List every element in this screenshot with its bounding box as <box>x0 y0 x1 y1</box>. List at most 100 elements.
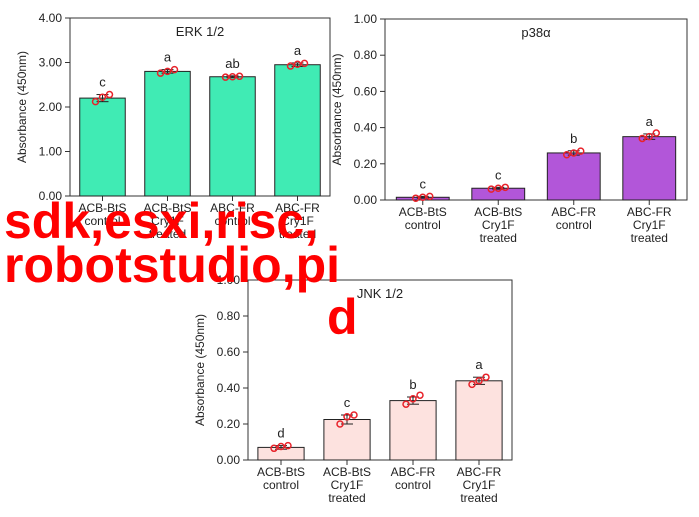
significance-label: a <box>646 114 654 129</box>
data-point <box>98 93 107 101</box>
data-point <box>638 134 646 143</box>
data-point <box>228 72 237 81</box>
x-tick-label: ABC-FR Cry1F treated <box>275 201 320 241</box>
bar <box>622 136 677 201</box>
significance-label: b <box>409 377 416 392</box>
y-tick-label: 0.00 <box>354 193 378 207</box>
significance-label: a <box>294 43 302 58</box>
significance-label: d <box>277 426 284 441</box>
data-point <box>163 67 172 76</box>
bar <box>323 419 371 461</box>
y-tick-label: 0.80 <box>217 309 241 323</box>
y-tick-label: 0.60 <box>354 84 378 98</box>
y-tick-label: 4.00 <box>39 11 63 25</box>
data-point <box>487 185 495 193</box>
x-tick-label: ABC-FR control <box>391 465 436 492</box>
data-point <box>336 420 344 428</box>
y-tick-label: 0.00 <box>39 189 63 203</box>
y-axis-label: Absorbance (450nm) <box>15 51 29 163</box>
x-tick-label: ACB-BtS Cry1F treated <box>323 465 371 505</box>
data-point <box>577 147 585 155</box>
data-point <box>563 151 571 159</box>
x-tick-label: ACB-BtS control <box>399 205 447 232</box>
bar <box>389 400 437 461</box>
data-point <box>645 132 653 141</box>
x-tick-label: ACB-BtS control <box>78 201 126 228</box>
data-point <box>402 400 410 408</box>
data-point <box>468 380 476 389</box>
bar <box>546 152 601 201</box>
bar <box>471 187 526 201</box>
y-tick-label: 0.40 <box>217 381 241 395</box>
data-point <box>286 62 295 70</box>
data-point <box>270 444 278 453</box>
significance-label: ab <box>225 56 239 71</box>
data-point <box>501 183 509 192</box>
x-tick-label: ACB-BtS Cry1F treated <box>143 201 191 241</box>
y-tick-label: 3.00 <box>39 56 63 70</box>
data-point <box>284 441 292 450</box>
data-point <box>105 90 114 99</box>
chart-title: p38α <box>521 25 551 40</box>
bar <box>209 76 256 197</box>
y-tick-label: 0.00 <box>217 453 241 467</box>
x-tick-label: ABC-FR control <box>551 205 596 232</box>
x-tick-label: ABC-FR control <box>210 201 255 228</box>
significance-label: c <box>420 176 427 191</box>
data-point <box>482 373 490 381</box>
y-tick-label: 1.00 <box>354 12 378 26</box>
y-tick-label: 0.20 <box>217 417 241 431</box>
data-point <box>300 59 309 68</box>
data-point <box>652 129 660 137</box>
significance-label: a <box>164 50 172 65</box>
overlay-text: robotstudio,pi <box>4 237 341 293</box>
x-tick-label: ACB-BtS Cry1F treated <box>474 205 522 245</box>
y-tick-label: 0.40 <box>354 121 378 135</box>
significance-label: b <box>570 131 577 146</box>
data-point <box>412 194 420 202</box>
x-tick-label: ABC-FR Cry1F treated <box>457 465 502 505</box>
significance-label: c <box>344 395 351 410</box>
data-point <box>409 395 417 403</box>
y-axis-label: Absorbance (450nm) <box>330 53 344 165</box>
data-point <box>419 193 427 202</box>
significance-label: a <box>475 357 483 372</box>
data-point <box>91 97 100 106</box>
overlay-text: sdk,esxi,risc, <box>4 193 319 249</box>
y-tick-label: 0.20 <box>354 157 378 171</box>
data-point <box>277 442 285 451</box>
bar <box>274 64 321 197</box>
y-tick-label: 0.80 <box>354 48 378 62</box>
data-point <box>350 411 358 419</box>
data-point <box>570 149 578 157</box>
data-point <box>156 69 165 77</box>
data-point <box>475 377 483 385</box>
x-tick-label: ABC-FR Cry1F treated <box>627 205 672 245</box>
data-point <box>426 192 434 201</box>
data-point <box>293 60 302 69</box>
x-tick-label: ACB-BtS control <box>257 465 305 492</box>
plot-frame <box>384 18 688 201</box>
significance-label: c <box>495 167 502 182</box>
significance-label: c <box>99 75 106 90</box>
chart-title: ERK 1/2 <box>176 24 224 39</box>
data-point <box>221 73 230 81</box>
chart-title: JNK 1/2 <box>357 286 403 301</box>
data-point <box>170 65 179 74</box>
y-axis-label: Absorbance (450nm) <box>193 314 207 426</box>
bar <box>455 380 503 461</box>
overlay-text: d <box>327 289 358 345</box>
y-tick-label: 1.00 <box>217 273 241 287</box>
data-point <box>494 184 502 192</box>
y-tick-label: 2.00 <box>39 100 63 114</box>
plot-frame <box>69 17 331 197</box>
plot-frame <box>247 279 513 461</box>
bar <box>144 70 191 197</box>
y-tick-label: 0.60 <box>217 345 241 359</box>
bar <box>79 97 126 197</box>
data-point <box>416 391 424 399</box>
data-point <box>343 413 351 421</box>
y-tick-label: 1.00 <box>39 145 63 159</box>
